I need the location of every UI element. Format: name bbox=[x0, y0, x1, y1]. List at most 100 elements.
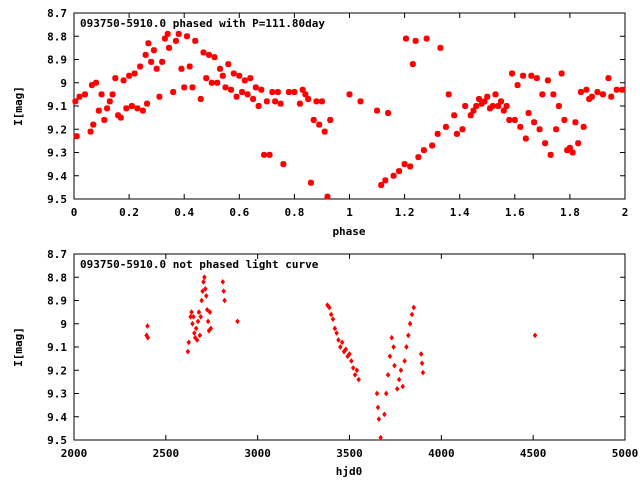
data-point bbox=[181, 84, 188, 91]
data-point bbox=[150, 47, 157, 54]
data-point bbox=[73, 133, 80, 140]
data-point bbox=[219, 72, 226, 79]
data-point bbox=[244, 91, 251, 98]
data-point bbox=[486, 105, 494, 112]
data-point bbox=[383, 390, 389, 397]
data-point bbox=[266, 151, 273, 158]
data-point bbox=[536, 126, 543, 133]
data-point bbox=[420, 147, 427, 154]
data-point bbox=[387, 353, 393, 360]
data-point bbox=[239, 89, 246, 96]
data-point bbox=[561, 116, 568, 123]
data-point bbox=[506, 116, 513, 123]
data-point bbox=[330, 316, 336, 322]
data-point bbox=[148, 58, 155, 65]
data-point bbox=[101, 116, 108, 123]
data-point bbox=[409, 61, 416, 68]
data-point bbox=[192, 37, 199, 44]
data-point bbox=[406, 332, 411, 339]
y-tick-label: 8.8 bbox=[47, 30, 67, 43]
data-point bbox=[503, 102, 510, 110]
data-point bbox=[142, 51, 149, 58]
data-point bbox=[423, 35, 430, 42]
data-point bbox=[350, 365, 356, 371]
data-point bbox=[156, 93, 163, 100]
data-point bbox=[241, 77, 248, 84]
data-point bbox=[484, 93, 491, 100]
data-point bbox=[183, 33, 190, 40]
data-point bbox=[532, 332, 538, 339]
data-point bbox=[228, 86, 235, 93]
y-tick-label: 9.4 bbox=[47, 411, 67, 424]
data-point bbox=[222, 297, 227, 304]
data-point bbox=[324, 193, 331, 200]
data-point bbox=[400, 383, 406, 390]
data-point bbox=[415, 154, 422, 161]
data-point bbox=[195, 318, 201, 325]
data-point bbox=[500, 107, 507, 114]
data-point bbox=[517, 123, 524, 130]
chart-title-top: 093750-5910.0 phased with P=111.80day bbox=[80, 17, 325, 30]
axis-ticks-top: 0 0.2 0.4 0.6 0.8 1 1.2 1.4 1.6 1.8 2 8.7 8.8 8.9 9 9.1… bbox=[47, 7, 628, 219]
data-point bbox=[220, 279, 226, 285]
data-point bbox=[525, 109, 532, 117]
data-point bbox=[495, 102, 502, 110]
data-point bbox=[145, 40, 152, 47]
data-point bbox=[550, 91, 557, 98]
data-point bbox=[225, 61, 232, 68]
data-point bbox=[214, 79, 221, 86]
data-point bbox=[198, 313, 204, 320]
data-point bbox=[391, 344, 396, 350]
data-point bbox=[613, 86, 620, 93]
data-point bbox=[445, 91, 452, 98]
data-point bbox=[356, 376, 361, 383]
data-point bbox=[619, 86, 626, 93]
data-point bbox=[131, 70, 138, 77]
x-tick-label: 0 bbox=[71, 206, 78, 219]
data-point bbox=[346, 91, 353, 98]
data-point bbox=[509, 70, 516, 77]
y-tick-label: 9.5 bbox=[47, 193, 67, 206]
data-point bbox=[572, 119, 579, 126]
data-point bbox=[191, 313, 196, 320]
data-point bbox=[199, 297, 204, 304]
y-tick-label: 9.3 bbox=[47, 147, 67, 160]
data-point bbox=[106, 98, 113, 105]
y-tick-label: 9 bbox=[60, 318, 67, 331]
data-point bbox=[378, 182, 385, 189]
data-point bbox=[473, 102, 480, 110]
data-point bbox=[475, 95, 483, 103]
y-tick-label: 8.7 bbox=[47, 7, 67, 20]
data-point bbox=[189, 309, 194, 315]
data-point bbox=[411, 304, 417, 311]
data-point bbox=[307, 179, 314, 186]
data-point bbox=[252, 84, 259, 91]
data-point bbox=[547, 151, 554, 158]
chart-title-bottom: 093750-5910.0 not phased light curve bbox=[80, 258, 319, 271]
data-point bbox=[203, 75, 210, 82]
data-point bbox=[558, 70, 565, 77]
data-point bbox=[109, 91, 116, 98]
x-tick-label: 3000 bbox=[244, 447, 271, 460]
data-point bbox=[382, 177, 389, 184]
data-point bbox=[434, 130, 441, 137]
data-point bbox=[272, 98, 279, 105]
data-point bbox=[81, 91, 89, 98]
data-point bbox=[339, 339, 345, 346]
data-point bbox=[170, 89, 177, 96]
data-point bbox=[533, 75, 540, 82]
plot-frame-bottom bbox=[73, 253, 626, 441]
data-point bbox=[197, 95, 204, 103]
data-point bbox=[332, 325, 338, 332]
data-point bbox=[412, 37, 419, 44]
data-point bbox=[194, 337, 200, 343]
y-tick-label: 9.3 bbox=[47, 388, 67, 401]
data-point bbox=[451, 112, 458, 119]
data-point bbox=[175, 30, 182, 37]
data-point bbox=[277, 100, 284, 107]
data-point bbox=[459, 126, 466, 133]
data-point bbox=[139, 107, 146, 114]
data-point bbox=[222, 84, 229, 91]
y-tick-label: 9.2 bbox=[47, 364, 67, 377]
